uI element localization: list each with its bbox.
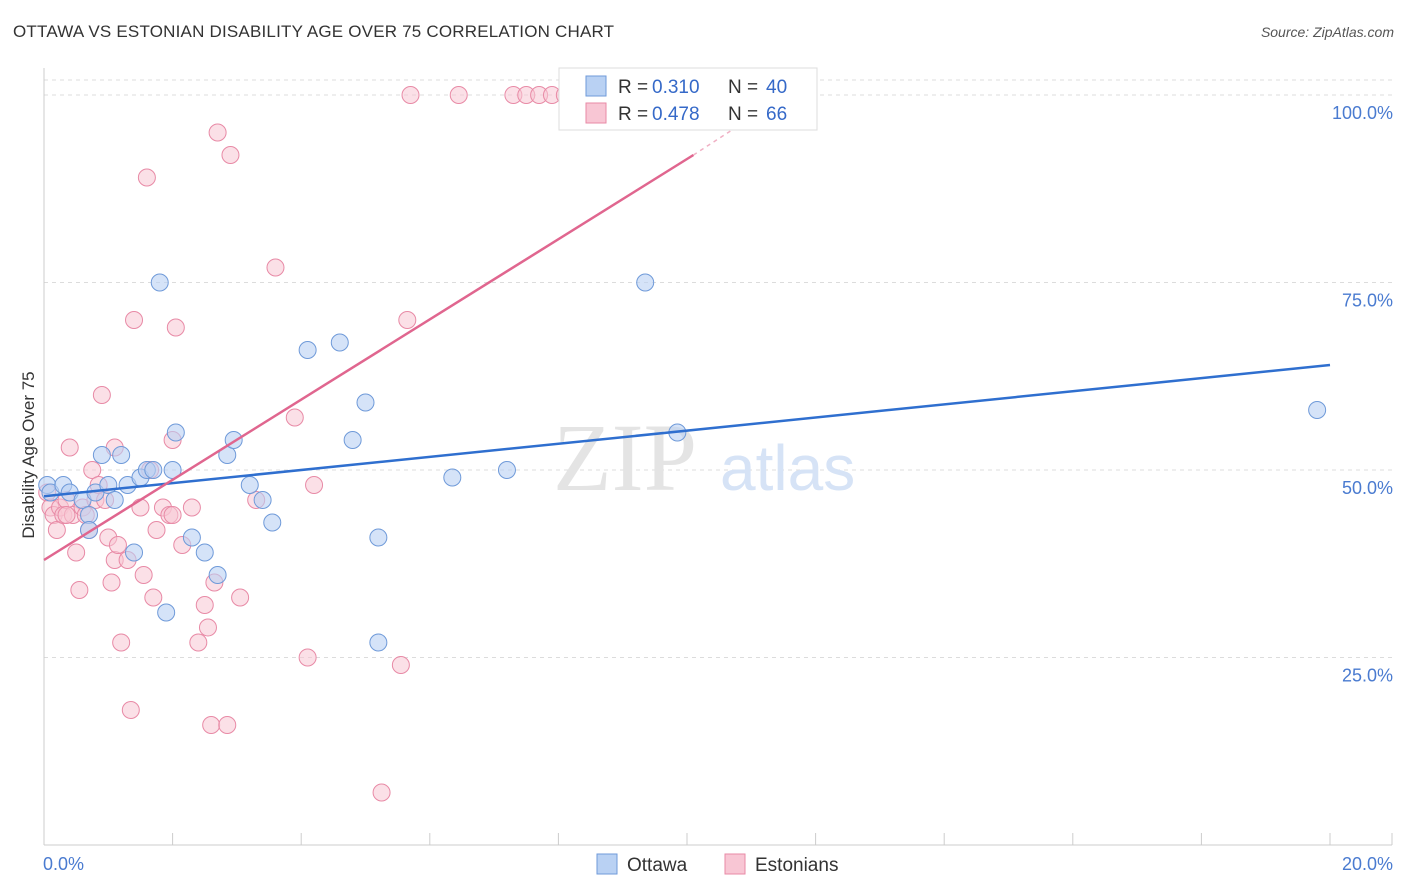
ottawa-point-33 bbox=[369, 528, 388, 547]
ottawa-point-29 bbox=[298, 341, 317, 359]
estonians-point-26 bbox=[125, 311, 144, 329]
estonians-point-32 bbox=[147, 521, 166, 539]
x-tick-label-0: 0.0% bbox=[43, 854, 84, 874]
estonians-point-46 bbox=[221, 146, 240, 164]
watermark: ZIP atlas bbox=[553, 404, 855, 511]
ottawa-trend-line bbox=[43, 363, 1331, 498]
estonians-point-64 bbox=[163, 506, 182, 524]
y-tick-label-1: 50.0% bbox=[1342, 478, 1393, 498]
watermark-zip: ZIP bbox=[553, 404, 697, 511]
estonians-point-3 bbox=[47, 521, 66, 539]
y-tick-labels: 25.0% 50.0% 75.0% 100.0% bbox=[1332, 103, 1393, 686]
ottawa-r-label: R = bbox=[618, 77, 648, 98]
estonians-point-39 bbox=[189, 633, 208, 652]
source-label: Source: ZipAtlas.com bbox=[1260, 24, 1394, 40]
estonians-point-17 bbox=[92, 386, 111, 404]
grid-lines bbox=[44, 79, 1392, 658]
estonians-point-54 bbox=[391, 656, 410, 674]
axes bbox=[43, 68, 1393, 846]
y-axis-label: Disability Age Over 75 bbox=[19, 371, 38, 538]
ottawa-point-35 bbox=[443, 468, 462, 487]
ottawa-legend-swatch bbox=[585, 75, 607, 97]
stats-legend: R = 0.310 N = 40 R = 0.478 N = 66 bbox=[558, 67, 818, 131]
estonians-point-23 bbox=[112, 633, 131, 652]
ottawa-point-30 bbox=[330, 333, 349, 352]
estonians-point-53 bbox=[372, 783, 391, 802]
estonians-point-40 bbox=[195, 596, 214, 614]
ottawa-point-36 bbox=[497, 461, 516, 479]
ottawa-point-13 bbox=[125, 543, 144, 562]
estonians-point-25 bbox=[121, 701, 140, 719]
estonians-point-31 bbox=[144, 588, 163, 607]
estonians-n-label: N = bbox=[728, 104, 758, 125]
x-tick-label-1: 20.0% bbox=[1342, 854, 1393, 874]
ottawa-point-16 bbox=[144, 461, 163, 479]
estonians-point-55 bbox=[398, 311, 417, 329]
ottawa-legend-label: Ottawa bbox=[627, 855, 688, 876]
ottawa-n-value: 40 bbox=[766, 77, 787, 98]
ottawa-point-39 bbox=[1308, 401, 1327, 419]
ottawa-point-34 bbox=[369, 633, 388, 652]
ottawa-point-21 bbox=[182, 528, 201, 547]
ottawa-r-value: 0.310 bbox=[652, 77, 700, 98]
ottawa-point-23 bbox=[208, 566, 227, 584]
ottawa-point-28 bbox=[263, 513, 282, 532]
estonians-points bbox=[38, 86, 574, 802]
estonians-legend-swatch bbox=[585, 102, 607, 124]
ottawa-point-22 bbox=[195, 543, 214, 562]
estonians-point-63 bbox=[57, 506, 76, 524]
ottawa-point-5 bbox=[80, 506, 99, 524]
ottawa-point-8 bbox=[92, 446, 111, 464]
series-legend: Ottawa Estonians bbox=[596, 853, 838, 876]
estonians-point-10 bbox=[70, 581, 89, 599]
estonians-legend-label: Estonians bbox=[755, 855, 838, 876]
estonians-point-14 bbox=[83, 461, 102, 479]
estonians-point-56 bbox=[401, 86, 420, 104]
estonians-point-52 bbox=[305, 476, 324, 494]
y-tick-label-3: 100.0% bbox=[1332, 103, 1393, 123]
ottawa-point-10 bbox=[105, 491, 124, 509]
ottawa-point-11 bbox=[112, 446, 131, 464]
x-tick-labels: 0.0% 20.0% bbox=[43, 854, 1393, 874]
estonians-r-label: R = bbox=[618, 104, 648, 125]
estonians-point-29 bbox=[137, 168, 156, 187]
y-tick-label-0: 25.0% bbox=[1342, 666, 1393, 686]
estonians-point-47 bbox=[231, 588, 250, 607]
estonians-point-28 bbox=[134, 566, 153, 584]
estonians-point-57 bbox=[449, 86, 468, 104]
estonians-r-value: 0.478 bbox=[652, 104, 700, 125]
estonians-point-49 bbox=[266, 258, 285, 277]
ottawa-point-27 bbox=[253, 491, 272, 509]
ottawa-point-37 bbox=[636, 273, 655, 292]
ottawa-n-label: N = bbox=[728, 77, 758, 98]
estonians-point-41 bbox=[198, 618, 217, 637]
ottawa-point-17 bbox=[150, 273, 169, 292]
estonians-trend-line bbox=[43, 153, 695, 562]
ottawa-point-32 bbox=[356, 393, 375, 412]
ottawa-point-18 bbox=[157, 603, 176, 622]
ottawa-point-20 bbox=[166, 423, 185, 442]
ottawa-point-31 bbox=[343, 431, 362, 449]
estonians-point-20 bbox=[102, 573, 121, 592]
ottawa-bottom-swatch bbox=[596, 853, 618, 875]
estonians-point-27 bbox=[131, 498, 150, 517]
chart-title: OTTAWA VS ESTONIAN DISABILITY AGE OVER 7… bbox=[13, 22, 615, 41]
estonians-point-44 bbox=[208, 123, 227, 142]
estonians-n-value: 66 bbox=[766, 104, 787, 125]
y-tick-label-2: 75.0% bbox=[1342, 291, 1393, 311]
estonians-point-51 bbox=[298, 648, 317, 667]
estonians-bottom-swatch bbox=[724, 853, 746, 875]
estonians-point-36 bbox=[166, 318, 185, 337]
estonians-point-7 bbox=[60, 438, 79, 457]
ottawa-point-26 bbox=[240, 476, 259, 494]
estonians-point-42 bbox=[202, 716, 221, 734]
estonians-point-9 bbox=[67, 543, 86, 562]
estonians-point-22 bbox=[108, 536, 127, 554]
estonians-point-38 bbox=[182, 498, 201, 517]
watermark-atlas: atlas bbox=[720, 432, 855, 504]
estonians-point-50 bbox=[285, 408, 304, 427]
estonians-point-45 bbox=[218, 716, 237, 734]
